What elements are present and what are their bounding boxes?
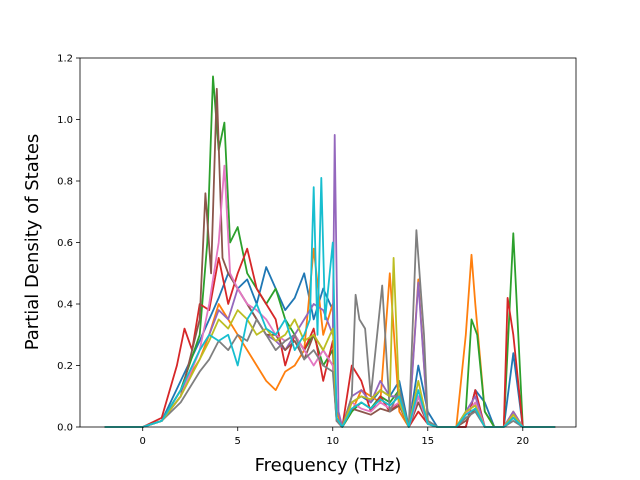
y-tick-label: 0.4 xyxy=(57,300,73,311)
y-tick-label: 1.0 xyxy=(57,115,73,126)
x-tick-label: 15 xyxy=(421,436,434,447)
series-line-10 xyxy=(104,176,556,428)
x-tick-label: 5 xyxy=(235,436,241,447)
y-tick-label: 1.2 xyxy=(57,54,73,65)
x-tick-label: 20 xyxy=(516,436,529,447)
y-tick-label: 0.2 xyxy=(57,361,73,372)
x-tick-label: 10 xyxy=(326,436,339,447)
plot-area xyxy=(80,58,576,427)
y-axis-title: Partial Density of States xyxy=(22,134,43,351)
x-axis: 0 5 10 15 20 xyxy=(140,427,529,447)
series-layer xyxy=(104,75,556,428)
x-axis-title: Frequency (THz) xyxy=(255,455,402,476)
y-axis: 0.0 0.2 0.4 0.6 0.8 1.0 1.2 xyxy=(57,54,80,434)
series-line-5 xyxy=(104,133,556,428)
y-tick-label: 0.0 xyxy=(57,423,73,434)
series-line-9 xyxy=(104,256,556,428)
x-tick-label: 0 xyxy=(140,436,146,447)
y-tick-label: 0.8 xyxy=(57,177,73,188)
y-tick-label: 0.6 xyxy=(57,238,73,249)
